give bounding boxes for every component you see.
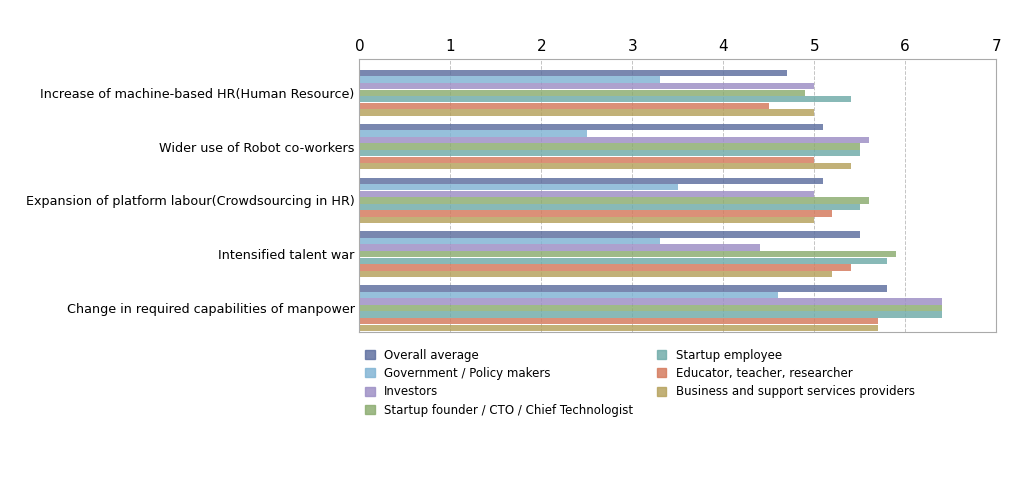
Bar [359, 102, 769, 109]
Bar [359, 184, 678, 190]
Bar [359, 178, 824, 184]
Bar [359, 157, 814, 163]
Bar [359, 238, 659, 244]
Bar [359, 244, 760, 251]
Bar [359, 231, 860, 238]
Bar [359, 251, 897, 257]
Bar [359, 109, 814, 116]
Legend: Overall average, Government / Policy makers, Investors, Startup founder / CTO / : Overall average, Government / Policy mak… [366, 348, 915, 417]
Bar [359, 258, 887, 264]
Bar [359, 143, 860, 150]
Bar [359, 77, 659, 83]
Bar [359, 271, 833, 277]
Bar [359, 89, 805, 96]
Bar [359, 285, 887, 291]
Bar [359, 130, 586, 137]
Bar [359, 318, 878, 325]
Bar [359, 264, 850, 270]
Bar [359, 292, 777, 298]
Bar [359, 217, 814, 224]
Bar [359, 123, 824, 130]
Bar [359, 70, 787, 76]
Bar [359, 137, 869, 143]
Bar [359, 197, 869, 203]
Bar [359, 298, 942, 305]
Bar [359, 210, 833, 217]
Bar [359, 83, 814, 89]
Bar [359, 311, 942, 318]
Bar [359, 305, 942, 311]
Bar [359, 191, 814, 197]
Bar [359, 150, 860, 156]
Bar [359, 204, 860, 210]
Bar [359, 96, 850, 102]
Bar [359, 163, 850, 169]
Bar [359, 325, 878, 331]
